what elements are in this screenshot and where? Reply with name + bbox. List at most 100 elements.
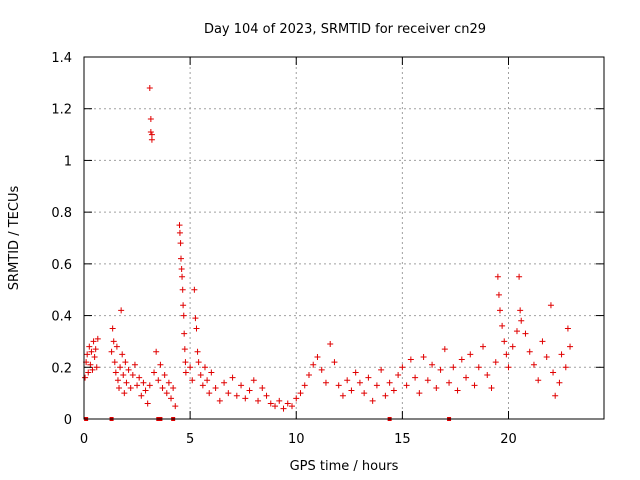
data-point (407, 356, 414, 363)
data-point (562, 364, 569, 371)
y-tick-label: 0.2 (51, 361, 72, 376)
data-point (522, 330, 529, 337)
data-point (90, 338, 97, 345)
data-point (564, 325, 571, 332)
data-point (361, 390, 368, 397)
data-point (535, 377, 542, 384)
data-point (280, 405, 287, 412)
data-point (246, 387, 253, 394)
data-point (195, 359, 202, 366)
data-point (272, 403, 279, 410)
data-point (378, 366, 385, 373)
data-point (348, 387, 355, 394)
data-point (543, 353, 550, 360)
data-point (390, 387, 397, 394)
data-point (454, 387, 461, 394)
data-point (297, 390, 304, 397)
data-point (229, 374, 236, 381)
data-point (197, 372, 204, 379)
data-point (170, 384, 177, 391)
data-point (484, 372, 491, 379)
data-point (467, 351, 474, 358)
data-point (88, 348, 95, 355)
data-point (151, 369, 158, 376)
data-point (494, 273, 501, 280)
data-point (181, 346, 188, 353)
data-point (84, 351, 91, 358)
y-axis-label: SRMTID / TECUs (7, 186, 22, 291)
data-point (331, 359, 338, 366)
data-point (233, 392, 240, 399)
x-tick-label: 0 (80, 432, 88, 447)
data-point (199, 382, 206, 389)
data-point (140, 379, 147, 386)
data-point (310, 361, 317, 368)
data-point (206, 390, 213, 397)
data-point (91, 353, 98, 360)
data-point (192, 315, 199, 322)
data-point (112, 369, 119, 376)
chart-grid (84, 57, 604, 419)
data-point (85, 369, 92, 376)
data-point (109, 325, 116, 332)
data-point (516, 273, 523, 280)
data-point (339, 392, 346, 399)
data-point (125, 366, 132, 373)
data-point (322, 379, 329, 386)
data-point (335, 382, 342, 389)
data-point (120, 372, 127, 379)
data-point (182, 359, 189, 366)
data-point (463, 374, 470, 381)
data-point (147, 128, 154, 135)
data-point (163, 390, 170, 397)
data-point (144, 400, 151, 407)
data-point (293, 395, 300, 402)
data-point (433, 384, 440, 391)
data-point (93, 364, 100, 371)
data-point (412, 374, 419, 381)
data-point (208, 369, 215, 376)
data-point (111, 359, 118, 366)
data-point (495, 291, 502, 298)
plot-frame (83, 56, 605, 420)
data-point (267, 400, 274, 407)
data-point (499, 322, 506, 329)
data-point (437, 366, 444, 373)
data-point (131, 361, 138, 368)
data-point (176, 229, 183, 236)
data-point (225, 390, 232, 397)
data-point (189, 377, 196, 384)
data-point (429, 361, 436, 368)
data-point (263, 392, 270, 399)
data-point (159, 384, 166, 391)
data-point (480, 343, 487, 350)
data-point (505, 364, 512, 371)
data-point (221, 379, 228, 386)
data-point (168, 395, 175, 402)
x-tick-label: 15 (394, 432, 411, 447)
data-point (424, 377, 431, 384)
data-point (518, 317, 525, 324)
data-point (142, 387, 149, 394)
data-point (344, 377, 351, 384)
data-point (458, 356, 465, 363)
data-point (250, 377, 257, 384)
data-point (155, 377, 162, 384)
axis-ticks: 0 0.2 0.4 0.6 0.8 1 1.2 1.4 0 5 10 15 20 (51, 51, 604, 447)
data-point (539, 338, 546, 345)
data-point (118, 307, 125, 314)
data-point (165, 379, 172, 386)
data-point (356, 379, 363, 386)
data-point (567, 343, 574, 350)
x-tick-label: 20 (500, 432, 517, 447)
data-point (204, 377, 211, 384)
data-point (420, 353, 427, 360)
data-point (369, 397, 376, 404)
y-tick-label: 0.8 (51, 206, 72, 221)
data-point (503, 351, 510, 358)
data-point (172, 403, 179, 410)
data-point (187, 364, 194, 371)
y-tick-label: 1.4 (51, 51, 72, 66)
data-point (416, 390, 423, 397)
data-point (108, 348, 115, 355)
